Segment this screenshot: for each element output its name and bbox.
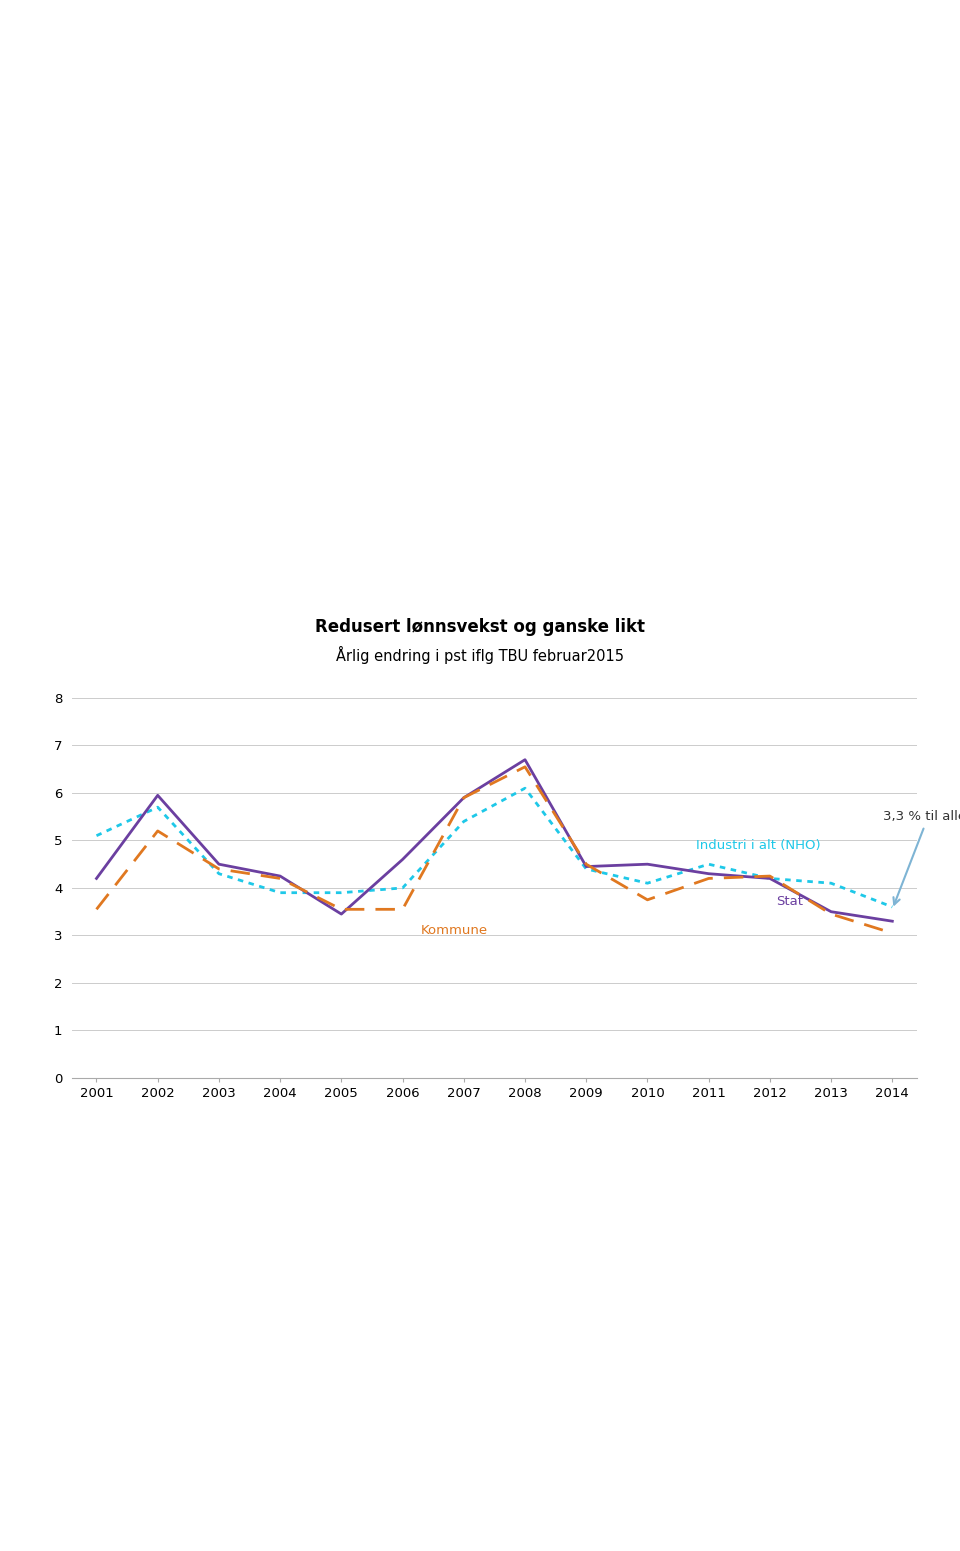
Text: 3,3 % til alle?: 3,3 % til alle?	[883, 810, 960, 904]
Text: Årlig endring i pst iflg TBU februar2015: Årlig endring i pst iflg TBU februar2015	[336, 645, 624, 664]
Text: Stat: Stat	[776, 895, 803, 907]
Text: Industri i alt (NHO): Industri i alt (NHO)	[696, 839, 821, 853]
Text: Kommune: Kommune	[420, 923, 488, 937]
Text: Redusert lønnsvekst og ganske likt: Redusert lønnsvekst og ganske likt	[315, 617, 645, 636]
